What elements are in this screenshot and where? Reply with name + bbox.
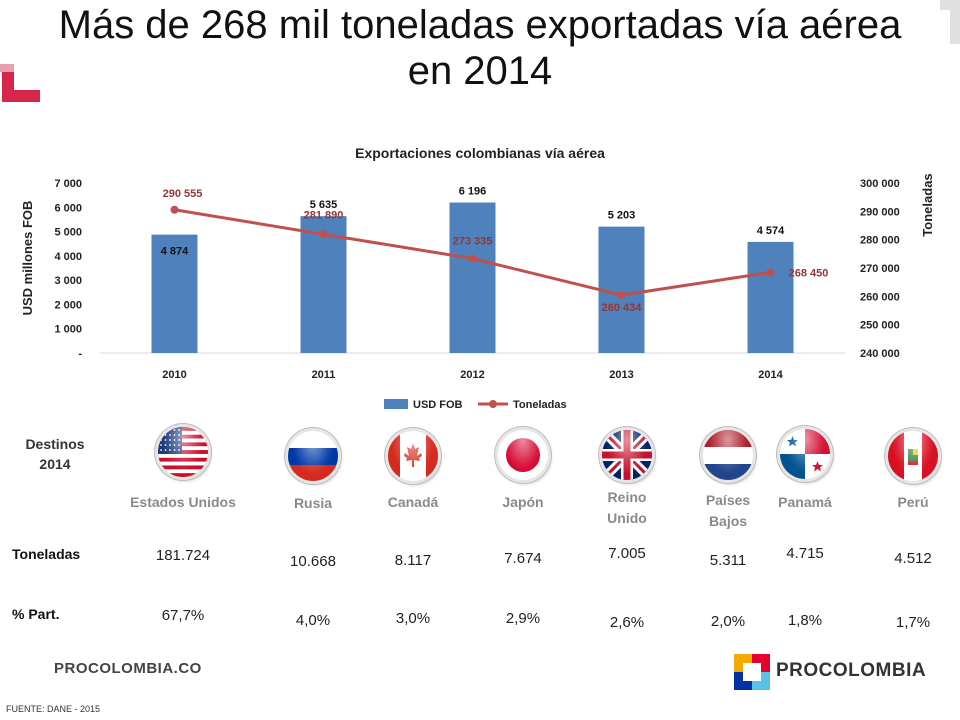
y2-tick-label: 270 000 <box>860 263 900 275</box>
share-value: 1,7% <box>895 614 931 631</box>
x-tick-label: 2012 <box>460 369 484 381</box>
japan-flag-icon <box>498 430 548 480</box>
y-tick-label: 6 000 <box>54 202 82 214</box>
y-tick-label: 3 000 <box>54 275 82 287</box>
bar-data-label: 5 203 <box>608 210 636 222</box>
line-data-label: 268 450 <box>789 267 829 279</box>
legend-usd-fob-label: USD FOB <box>413 399 463 411</box>
line-point-toneladas <box>319 230 328 239</box>
page-title-line-1: Más de 268 mil toneladas exportadas vía … <box>58 3 902 47</box>
country-name: Reino Unido <box>607 489 647 526</box>
y2-tick-label: 250 000 <box>860 320 900 332</box>
bar-usd-fob <box>449 202 496 353</box>
corner-decoration-accent <box>0 64 14 72</box>
y-axis-title: USD millones FOB <box>20 201 35 316</box>
country-name: Estados Unidos <box>130 494 236 510</box>
legend-toneladas-marker <box>489 400 497 408</box>
chart-bars <box>151 202 794 353</box>
bar-data-label: 5 635 <box>310 199 338 211</box>
share-value: 2,0% <box>710 613 746 630</box>
x-tick-label: 2010 <box>162 369 186 381</box>
procolombia-logo-icon <box>734 654 770 690</box>
share-row-label: % Part. <box>12 606 60 622</box>
peru-flag-icon <box>888 431 938 481</box>
country-name: Rusia <box>293 495 333 511</box>
y2-tick-label: 240 000 <box>860 348 900 360</box>
corner-decoration-shape <box>2 70 40 102</box>
y-tick-label: - <box>78 348 82 360</box>
share-value: 2,9% <box>505 610 541 627</box>
chart-labels: Exportaciones colombianas vía aérea 4 874… <box>161 145 829 411</box>
tons-value: 8.117 <box>394 552 432 569</box>
tons-value: 7.674 <box>504 550 542 567</box>
y2-tick-label: 260 000 <box>860 291 900 303</box>
logo-center <box>743 663 761 681</box>
share-value: 2,6% <box>609 614 645 631</box>
line-point-toneladas <box>468 254 477 263</box>
y2-axis-title: Toneladas <box>920 173 935 236</box>
x-tick-label: 2013 <box>609 369 633 381</box>
tons-value: 5.311 <box>709 552 747 569</box>
netherlands-flag-icon <box>703 430 753 480</box>
y-tick-label: 4 000 <box>54 251 82 263</box>
tons-value: 4.512 <box>894 550 932 567</box>
share-value: 67,7% <box>161 607 205 624</box>
y2-tick-label: 280 000 <box>860 235 900 247</box>
country-name: Canadá <box>387 494 439 510</box>
y2-tick-label: 300 000 <box>860 178 900 190</box>
footer-brand: PROCOLOMBIA <box>776 660 927 681</box>
destinations-label: Destinos 2014 <box>25 436 85 472</box>
line-data-label: 260 434 <box>602 302 643 314</box>
tons-value: 4.715 <box>786 545 824 562</box>
country-name: Perú <box>897 494 929 510</box>
x-tick-label: 2014 <box>758 369 783 381</box>
legend-usd-fob-swatch <box>384 399 408 409</box>
title-decoration-icon <box>940 0 960 44</box>
tons-value: 181.724 <box>155 547 211 564</box>
share-value: 1,8% <box>787 612 823 629</box>
share-value: 3,0% <box>395 610 431 627</box>
y-tick-label: 2 000 <box>54 299 82 311</box>
bar-data-label: 4 574 <box>757 225 785 237</box>
page-title-line-2: en 2014 <box>407 49 553 93</box>
chart-line <box>170 205 775 300</box>
russia-flag-icon <box>288 431 338 481</box>
bar-usd-fob <box>151 234 198 353</box>
panama-flag-icon <box>780 429 830 479</box>
line-data-label: 281 890 <box>304 209 344 221</box>
canada-flag-icon <box>388 431 438 481</box>
line-point-toneladas <box>170 205 179 214</box>
y-tick-label: 5 000 <box>54 227 82 239</box>
x-tick-label: 2011 <box>312 369 336 381</box>
y-tick-label: 7 000 <box>54 178 82 190</box>
export-chart: - 1 000 2 000 3 000 4 000 5 000 6 000 7 000 240 … <box>20 145 935 411</box>
chart-axes: - 1 000 2 000 3 000 4 000 5 000 6 000 7 000 240 … <box>20 173 935 381</box>
source-note: FUENTE: DANE - 2015 <box>6 704 101 714</box>
country-name: Japón <box>502 494 544 510</box>
legend-toneladas-label: Toneladas <box>513 399 567 411</box>
line-point-toneladas <box>766 268 775 277</box>
tons-value: 7.005 <box>608 545 646 562</box>
footer-site: PROCOLOMBIA.CO <box>54 660 202 677</box>
country-name: Países Bajos <box>705 492 751 529</box>
y2-tick-label: 290 000 <box>860 206 900 218</box>
uk-flag-icon <box>602 430 652 480</box>
chart-title: Exportaciones colombianas vía aérea <box>355 145 605 161</box>
tons-value: 10.668 <box>290 553 336 570</box>
bar-usd-fob <box>300 216 347 353</box>
country-name: Panamá <box>778 494 832 510</box>
line-data-label: 273 335 <box>453 236 493 248</box>
bar-data-label: 4 874 <box>161 246 189 258</box>
line-point-toneladas <box>617 291 626 300</box>
bar-data-label: 6 196 <box>459 186 487 198</box>
y-tick-label: 1 000 <box>54 324 82 336</box>
bar-usd-fob <box>747 241 794 353</box>
page-title: Más de 268 mil toneladas exportadas vía … <box>0 2 960 94</box>
share-value: 4,0% <box>295 612 331 629</box>
tons-row-label: Toneladas <box>12 546 81 562</box>
line-data-label: 290 555 <box>163 188 203 200</box>
corner-decoration-icon <box>0 64 40 102</box>
title-decoration-shape <box>940 0 960 44</box>
usa-flag-icon <box>158 427 208 477</box>
